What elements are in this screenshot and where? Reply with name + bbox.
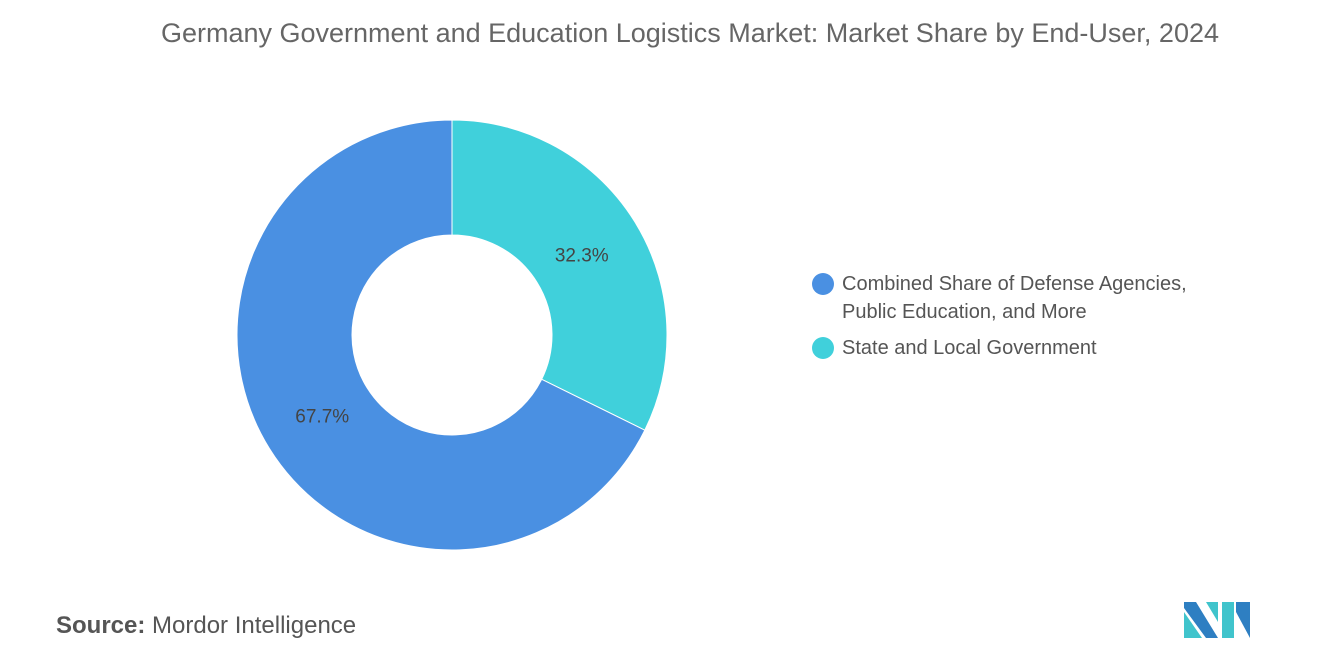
legend-swatch: [812, 273, 834, 295]
legend-swatch: [812, 337, 834, 359]
source-label: Source:: [56, 612, 146, 639]
source-note: Source: Mordor Intelligence: [56, 612, 356, 640]
legend-label: Combined Share of Defense Agencies, Publ…: [842, 273, 1187, 323]
pie-slice: [451, 119, 668, 431]
pie-slice: [236, 119, 646, 551]
data-label: 67.7%: [295, 407, 349, 428]
legend-item: State and Local Government: [812, 334, 1242, 362]
data-label: 32.3%: [555, 245, 609, 266]
mordor-logo: [1184, 602, 1250, 638]
legend-label: State and Local Government: [842, 337, 1097, 359]
legend-item: Combined Share of Defense Agencies, Publ…: [812, 270, 1242, 326]
legend: Combined Share of Defense Agencies, Publ…: [812, 270, 1242, 370]
source-value: Mordor Intelligence: [152, 612, 357, 639]
chart-title: Germany Government and Education Logisti…: [160, 18, 1219, 48]
